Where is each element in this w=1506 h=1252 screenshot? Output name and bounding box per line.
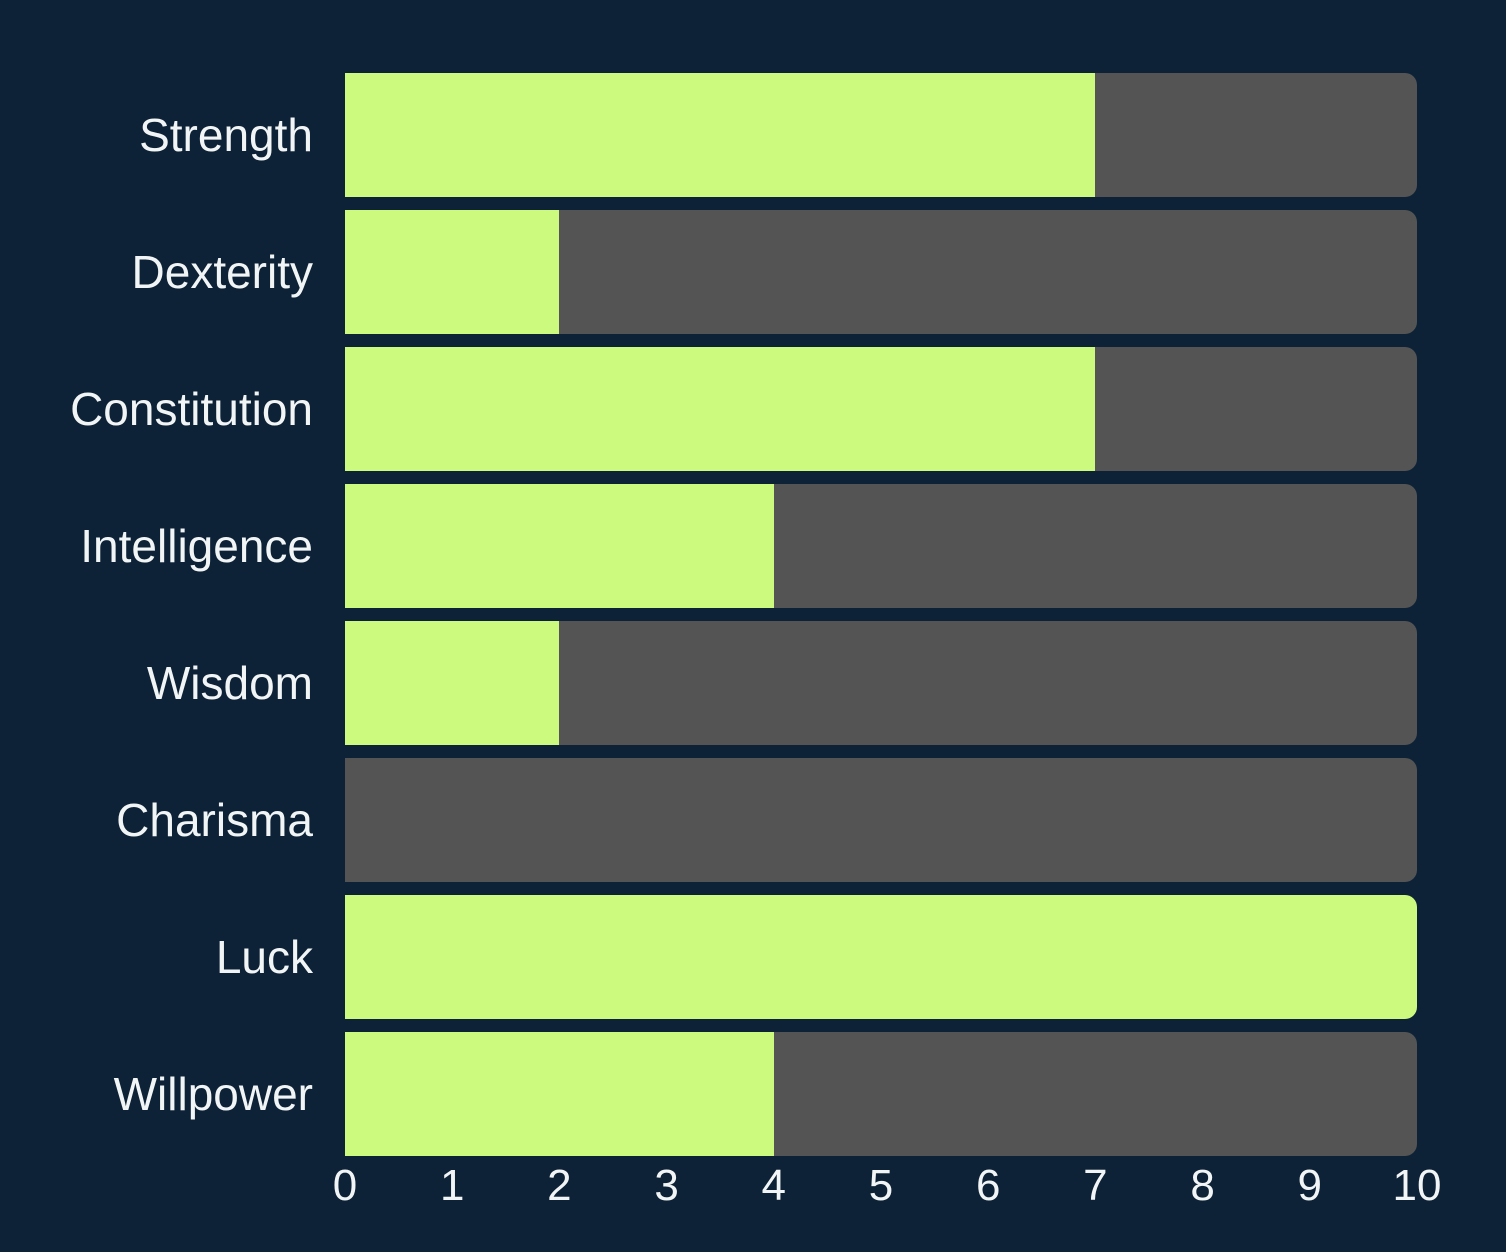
bar-track (345, 1032, 1417, 1156)
x-axis-tick: 8 (1190, 1161, 1215, 1210)
bar-track (345, 210, 1417, 334)
x-axis-tick: 10 (1392, 1161, 1442, 1210)
category-label: Strength (139, 109, 313, 161)
x-axis-tick: 3 (654, 1161, 679, 1210)
category-label: Wisdom (146, 657, 313, 709)
category-label: Dexterity (131, 246, 313, 298)
bar-track (345, 484, 1417, 608)
bar-fill (345, 73, 1096, 197)
bar-row: Luck (0, 895, 1506, 1019)
x-axis-tick: 9 (1297, 1161, 1323, 1210)
bar-track (345, 73, 1417, 197)
category-label: Intelligence (80, 520, 313, 572)
category-label: Luck (215, 931, 313, 983)
x-axis-tick: 0 (332, 1161, 358, 1210)
bar-track (345, 347, 1417, 471)
x-axis: 0 1 2 3 4 5 6 7 8 9 10 (333, 1161, 1442, 1214)
bar-row: Strength (0, 73, 1506, 197)
bar-fill (345, 1032, 774, 1156)
category-label: Charisma (116, 794, 313, 846)
bar-row: Intelligence (0, 484, 1506, 608)
category-label: Willpower (113, 1068, 313, 1120)
bar-track (345, 621, 1417, 745)
bar-track (345, 758, 1417, 882)
bar-row: Charisma (0, 758, 1506, 882)
category-label: Constitution (70, 383, 313, 435)
bar-row: Willpower (0, 1032, 1506, 1156)
bar-row: Dexterity (0, 210, 1506, 334)
x-axis-tick: 4 (761, 1161, 787, 1210)
bar-fill (345, 621, 560, 745)
bar-row: Constitution (0, 347, 1506, 471)
x-axis-tick: 6 (975, 1161, 1001, 1210)
bar-fill (345, 210, 560, 334)
x-axis-tick: 1 (439, 1161, 465, 1210)
bar-fill (345, 895, 1417, 1019)
bar-track (345, 895, 1417, 1019)
bar-fill (345, 347, 1096, 471)
x-axis-tick: 2 (547, 1161, 572, 1210)
bar-row: Wisdom (0, 621, 1506, 745)
x-axis-tick: 7 (1083, 1161, 1108, 1210)
bar-rows: Strength Dexterity Constitution Intellig… (0, 73, 1506, 1156)
bar-fill (345, 484, 774, 608)
x-axis-tick: 5 (868, 1161, 894, 1210)
